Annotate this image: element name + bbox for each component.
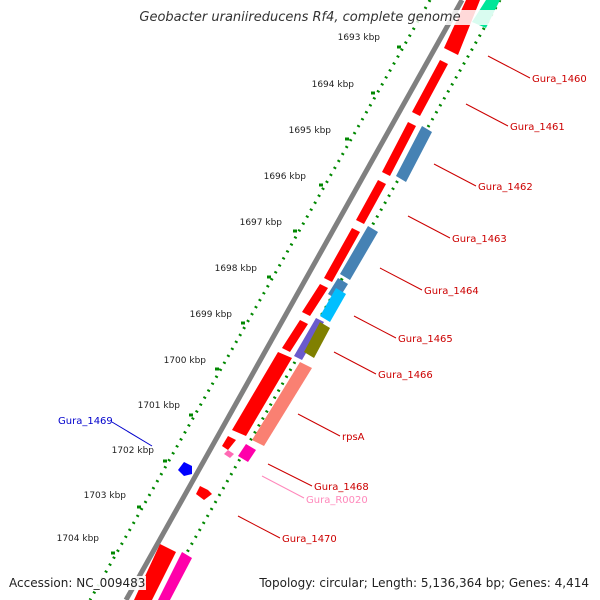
feature-blue-1462[interactable] <box>396 126 432 182</box>
gene-block-gura-1461[interactable] <box>382 122 416 176</box>
leader-gura-1465 <box>353 315 397 339</box>
label-gura-1470[interactable]: Gura_1470 <box>282 534 337 545</box>
scale-labels: 1693 kbp 1694 kbp 1695 kbp 1696 kbp 1697… <box>57 33 381 544</box>
scale-label-1697: 1697 kbp <box>240 218 283 228</box>
feature-olive-1466[interactable] <box>304 322 330 358</box>
label-gura-1468[interactable]: Gura_1468 <box>314 482 369 493</box>
label-gura-1462[interactable]: Gura_1462 <box>478 182 533 193</box>
reverse-genes <box>178 462 212 500</box>
leader-gura-1461 <box>465 103 509 127</box>
topology-text: Topology: circular; Length: 5,136,364 bp… <box>258 576 590 590</box>
gene-block-small-2[interactable] <box>196 486 212 500</box>
scale-label-1698: 1698 kbp <box>215 264 258 274</box>
leader-gura-1462 <box>433 163 477 187</box>
feature-cyan-1465[interactable] <box>320 288 346 322</box>
leader-gura-1460 <box>487 55 531 79</box>
label-gura-1463[interactable]: Gura_1463 <box>452 234 507 245</box>
scale-label-1700: 1700 kbp <box>164 356 207 366</box>
scale-label-1704: 1704 kbp <box>57 534 100 544</box>
scale-ticks <box>111 45 401 555</box>
label-rpsA[interactable]: rpsA <box>342 432 365 443</box>
leader-gura-1464 <box>379 267 423 291</box>
label-gura-1469[interactable]: Gura_1469 <box>58 416 113 427</box>
feature-magenta-bottom[interactable] <box>158 552 192 600</box>
scale-label-1696: 1696 kbp <box>264 172 307 182</box>
feature-salmon-rpsA[interactable] <box>252 362 312 446</box>
gene-block-small-1[interactable] <box>222 436 236 450</box>
scale-label-1699: 1699 kbp <box>190 310 233 320</box>
forward-genes-outer <box>134 0 480 600</box>
gene-block-gura-1463[interactable] <box>324 228 360 282</box>
label-gura-r0020[interactable]: Gura_R0020 <box>306 495 368 506</box>
scale-label-1694: 1694 kbp <box>312 80 355 90</box>
gene-block-gura-1462[interactable] <box>356 180 386 224</box>
gene-block-gura-1465[interactable] <box>282 320 308 352</box>
gene-block-gura-1464[interactable] <box>302 284 328 316</box>
leader-gura-1468 <box>267 463 313 487</box>
feature-magenta-1468[interactable] <box>238 444 256 462</box>
label-gura-1461[interactable]: Gura_1461 <box>510 122 565 133</box>
leader-rpsA <box>297 413 341 437</box>
feature-blue-1463[interactable] <box>340 226 378 280</box>
label-gura-1464[interactable]: Gura_1464 <box>424 286 479 297</box>
scale-label-1695: 1695 kbp <box>289 126 332 136</box>
genome-backbone <box>123 0 465 600</box>
scale-label-1703: 1703 kbp <box>84 491 127 501</box>
feature-pink-r0020[interactable] <box>224 450 234 458</box>
scale-label-1702: 1702 kbp <box>112 446 155 456</box>
gene-labels: Gura_1460 Gura_1461 Gura_1462 Gura_1463 … <box>58 74 587 545</box>
leader-gura-r0020 <box>261 475 305 499</box>
leader-gura-1469 <box>111 421 153 447</box>
feature-purple[interactable] <box>294 318 324 360</box>
gene-block-gura-1460[interactable] <box>412 60 448 116</box>
label-leader-lines <box>111 55 531 539</box>
label-gura-1460[interactable]: Gura_1460 <box>532 74 587 85</box>
label-gura-1465[interactable]: Gura_1465 <box>398 334 453 345</box>
gene-block-gura-1469[interactable] <box>178 462 192 476</box>
leader-gura-1470 <box>237 515 281 539</box>
genome-title: Geobacter uraniireducens Rf4, complete g… <box>0 10 600 25</box>
leader-gura-1463 <box>407 215 451 239</box>
gene-block-gura-1466[interactable] <box>232 352 292 436</box>
scale-dotted-line <box>88 0 432 600</box>
label-gura-1466[interactable]: Gura_1466 <box>378 370 433 381</box>
scale-label-1701: 1701 kbp <box>138 401 181 411</box>
accession-text: Accession: NC_009483 <box>8 576 147 590</box>
leader-gura-1466 <box>333 351 377 375</box>
scale-label-1693: 1693 kbp <box>338 33 381 43</box>
forward-genes-inner <box>158 0 500 600</box>
